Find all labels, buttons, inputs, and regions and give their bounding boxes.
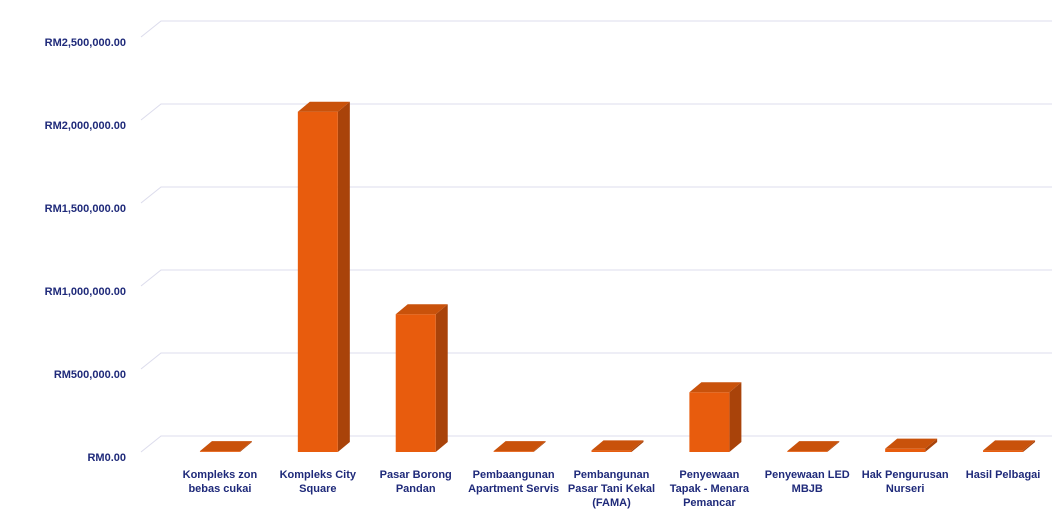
x-tick-label: Pembaangunan Apartment Servis (468, 469, 560, 495)
bar-front (493, 451, 534, 452)
bar-front (885, 448, 926, 452)
grid-line (140, 435, 1052, 453)
x-tick-label: Kompleks zon bebas cukai (182, 469, 258, 495)
bar-side (925, 438, 938, 452)
grid-line (140, 20, 1052, 38)
bar-side (631, 440, 644, 452)
x-tick-label: Penyewaan Tapak - Menara Pemancar (669, 469, 750, 509)
bar-side (827, 441, 840, 452)
bar-front (297, 111, 338, 452)
bar-front (689, 392, 730, 452)
y-tick-label: RM1,500,000.00 (45, 203, 126, 215)
y-tick-label: RM2,000,000.00 (45, 120, 126, 132)
bar (591, 440, 644, 452)
bar-top (885, 438, 938, 449)
bar-top (787, 441, 840, 452)
bar-top (689, 382, 742, 393)
x-tick-label: Penyewaan LED MBJB (764, 469, 850, 495)
bar-side (435, 304, 448, 452)
bar (297, 101, 350, 452)
bar-top (395, 304, 448, 315)
bar-top (983, 440, 1036, 451)
bar-front (591, 450, 632, 452)
grid-line (140, 269, 1052, 287)
bar-side (337, 101, 350, 452)
x-tick-label: Hak Pengurusan Nurseri (861, 469, 949, 495)
grid-line (140, 352, 1052, 370)
bar-side (239, 441, 252, 452)
bar (493, 441, 546, 452)
bar-front (983, 450, 1024, 452)
bar (983, 440, 1036, 452)
y-tick-label: RM0.00 (87, 452, 126, 464)
bar-top (493, 441, 546, 452)
y-tick-label: RM2,500,000.00 (45, 37, 126, 49)
bar (199, 441, 252, 452)
x-tick-label: Pasar Borong Pandan (379, 469, 452, 495)
grid-line (140, 186, 1052, 204)
bar (885, 438, 938, 452)
bar (787, 441, 840, 452)
bar-side (533, 441, 546, 452)
x-tick-label: Hasil Pelbagai (965, 469, 1041, 481)
x-tick-label: Pembangunan Pasar Tani Kekal (FAMA) (567, 469, 656, 509)
bar-side (729, 382, 742, 452)
bar-top (199, 441, 252, 452)
y-tick-label: RM1,000,000.00 (45, 286, 126, 298)
y-tick-label: RM500,000.00 (54, 369, 126, 381)
bar-front (787, 451, 828, 452)
bar (689, 382, 742, 452)
x-tick-label: Kompleks City Square (279, 469, 357, 495)
bar-top (591, 440, 644, 451)
bar-front (395, 314, 436, 452)
bar-side (1023, 440, 1036, 452)
bar-top (297, 101, 350, 112)
grid-line (140, 103, 1052, 121)
bar (395, 304, 448, 452)
bar-front (199, 451, 240, 452)
